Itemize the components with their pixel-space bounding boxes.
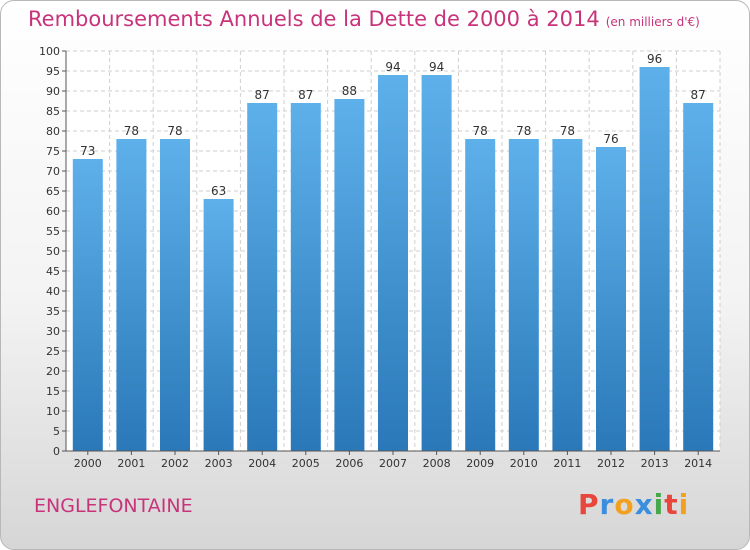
y-tick-label: 70 [46, 165, 60, 178]
data-label-2010: 78 [516, 124, 531, 138]
bar-2008 [421, 75, 452, 451]
data-label-2012: 76 [603, 132, 618, 146]
bar-2010 [508, 139, 539, 451]
x-tick-label-2014: 2014 [684, 457, 712, 470]
axes: 0 5 10 15 20 25 30 35 40 45 50 55 60 65 70 75 80 85 90 95 10… [39, 45, 720, 470]
bar-2005 [290, 103, 321, 451]
data-label-2002: 78 [167, 124, 182, 138]
x-tick-label-2007: 2007 [379, 457, 407, 470]
data-label-2013: 96 [647, 52, 662, 66]
bar-2006 [334, 99, 365, 451]
x-tick-label-2004: 2004 [248, 457, 276, 470]
y-tick-label: 80 [46, 125, 60, 138]
bar-2009 [465, 139, 496, 451]
x-tick-label-2005: 2005 [292, 457, 320, 470]
logo-letter: x [634, 488, 654, 521]
bar-2001 [116, 139, 147, 451]
y-tick-label: 25 [46, 345, 60, 358]
bar-2013 [639, 67, 670, 451]
y-tick-label: 90 [46, 85, 60, 98]
bar-2004 [247, 103, 278, 451]
x-tick-label-2001: 2001 [117, 457, 145, 470]
data-label-2003: 63 [211, 184, 226, 198]
x-tick-label-2008: 2008 [423, 457, 451, 470]
data-label-2007: 94 [385, 60, 400, 74]
y-tick-label: 85 [46, 105, 60, 118]
logo-letter: o [614, 488, 635, 521]
bar-2003 [203, 199, 234, 451]
y-tick-label: 50 [46, 245, 60, 258]
logo-letter: i [653, 488, 665, 521]
x-tick-label-2002: 2002 [161, 457, 189, 470]
proxiti-logo: Proxiti [578, 488, 689, 521]
y-tick-label: 100 [39, 45, 60, 58]
y-tick-label: 35 [46, 305, 60, 318]
bar-2007 [378, 75, 408, 451]
x-tick-label-2006: 2006 [335, 457, 363, 470]
data-label-2001: 78 [124, 124, 139, 138]
chart-subtitle: (en milliers d'€) [605, 15, 700, 29]
x-tick-label-2013: 2013 [641, 457, 669, 470]
data-label-2006: 88 [342, 84, 357, 98]
data-label-2004: 87 [255, 88, 270, 102]
y-tick-label: 10 [46, 405, 60, 418]
bar-2012 [596, 147, 626, 451]
x-tick-label-2003: 2003 [205, 457, 233, 470]
y-tick-label: 60 [46, 205, 60, 218]
y-tick-label: 30 [46, 325, 60, 338]
commune-name: ENGLEFONTAINE [34, 495, 193, 517]
chart-title-text: Remboursements Annuels de la Dette de 20… [28, 7, 600, 31]
y-tick-label: 40 [46, 285, 60, 298]
x-tick-label-2010: 2010 [510, 457, 538, 470]
y-tick-label: 0 [53, 445, 60, 458]
y-tick-label: 95 [46, 65, 60, 78]
y-tick-label: 65 [46, 185, 60, 198]
x-tick-label-2000: 2000 [74, 457, 102, 470]
data-label-2005: 87 [298, 88, 313, 102]
logo-letter: i [678, 488, 690, 521]
data-label-2011: 78 [560, 124, 575, 138]
logo-letter: P [578, 488, 600, 521]
bar-2000 [72, 159, 103, 451]
bar-2002 [160, 139, 190, 451]
x-tick-label-2011: 2011 [553, 457, 581, 470]
bar-2014 [683, 103, 714, 451]
y-tick-label: 45 [46, 265, 60, 278]
x-tick-label-2012: 2012 [597, 457, 625, 470]
bars: 73 78 78 63 87 87 88 94 94 78 78 78 76 96 87 [72, 52, 714, 451]
y-tick-label: 20 [46, 365, 60, 378]
data-label-2008: 94 [429, 60, 444, 74]
y-tick-label: 5 [53, 425, 60, 438]
data-label-2014: 87 [691, 88, 706, 102]
y-tick-label: 75 [46, 145, 60, 158]
logo-letter: r [599, 488, 615, 521]
data-label-2000: 73 [80, 144, 95, 158]
chart-title: Remboursements Annuels de la Dette de 20… [28, 7, 700, 31]
y-tick-label: 55 [46, 225, 60, 238]
x-tick-label-2009: 2009 [466, 457, 494, 470]
logo-letter: t [664, 488, 679, 521]
data-label-2009: 78 [473, 124, 488, 138]
bar-2011 [552, 139, 583, 451]
y-tick-label: 15 [46, 385, 60, 398]
